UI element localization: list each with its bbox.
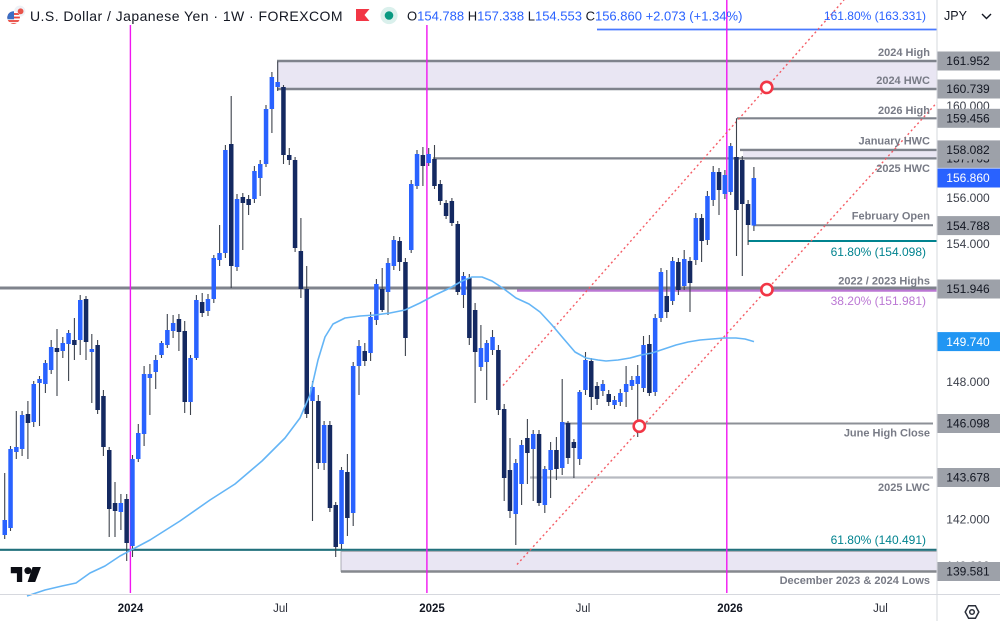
svg-text:148.000: 148.000 [946, 375, 990, 389]
svg-text:2026: 2026 [717, 603, 743, 615]
svg-text:154.000: 154.000 [946, 237, 990, 251]
svg-text:2025 HWC: 2025 HWC [876, 163, 930, 175]
svg-text:161.80% (163.331): 161.80% (163.331) [824, 9, 926, 23]
svg-text:161.952: 161.952 [946, 54, 990, 68]
svg-text:February Open: February Open [852, 211, 931, 223]
svg-text:2025 LWC: 2025 LWC [878, 482, 930, 494]
svg-text:61.80% (140.491): 61.80% (140.491) [831, 533, 926, 547]
svg-text:Jul: Jul [873, 603, 888, 615]
svg-text:142.000: 142.000 [946, 513, 990, 527]
svg-text:JPY: JPY [944, 9, 968, 23]
svg-text:2024 HWC: 2024 HWC [876, 75, 930, 87]
svg-text:151.946: 151.946 [946, 282, 990, 296]
svg-text:Jul: Jul [576, 603, 591, 615]
svg-text:2022 / 2023 Highs: 2022 / 2023 Highs [838, 276, 930, 288]
svg-text:160.739: 160.739 [946, 82, 990, 96]
svg-text:61.80% (154.098): 61.80% (154.098) [831, 245, 926, 259]
svg-text:December 2023 & 2024 Lows: December 2023 & 2024 Lows [780, 575, 930, 587]
svg-text:156.000: 156.000 [946, 191, 990, 205]
svg-text:38.20% (151.981): 38.20% (151.981) [831, 294, 926, 308]
svg-text:2025: 2025 [419, 603, 445, 615]
svg-text:O154.788 H157.338 L154.553 C15: O154.788 H157.338 L154.553 C156.860 +2.0… [407, 9, 742, 24]
svg-text:143.678: 143.678 [946, 471, 990, 485]
svg-text:156.860: 156.860 [946, 171, 990, 185]
svg-text:U.S. Dollar / Japanese Yen · 1: U.S. Dollar / Japanese Yen · 1W · FOREXC… [30, 8, 343, 24]
svg-text:June High Close: June High Close [844, 428, 930, 440]
svg-text:139.581: 139.581 [946, 565, 990, 579]
svg-text:2026 High: 2026 High [878, 105, 930, 117]
svg-text:154.788: 154.788 [946, 219, 990, 233]
svg-text:158.082: 158.082 [946, 143, 990, 157]
svg-text:159.456: 159.456 [946, 112, 990, 126]
svg-text:149.740: 149.740 [946, 335, 990, 349]
svg-text:Jul: Jul [273, 603, 288, 615]
svg-text:2024: 2024 [118, 603, 144, 615]
svg-text:January HWC: January HWC [858, 136, 930, 148]
svg-text:2024 High: 2024 High [878, 47, 930, 59]
svg-text:146.098: 146.098 [946, 417, 990, 431]
